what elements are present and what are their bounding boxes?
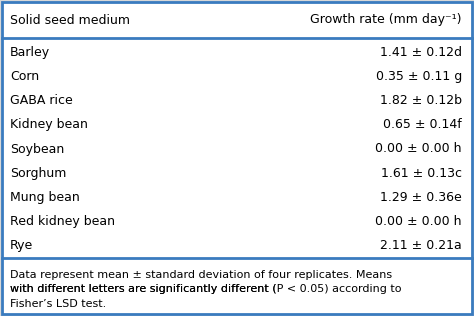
Text: with different letters are significantly different (: with different letters are significantly… bbox=[10, 284, 277, 295]
Text: 1.61 ± 0.13c: 1.61 ± 0.13c bbox=[381, 167, 462, 180]
Text: with different letters are significantly different (P < 0.05) according to: with different letters are significantly… bbox=[10, 284, 401, 295]
Text: 1.41 ± 0.12d: 1.41 ± 0.12d bbox=[380, 46, 462, 58]
Text: Sorghum: Sorghum bbox=[10, 167, 66, 180]
Text: Solid seed medium: Solid seed medium bbox=[10, 14, 130, 27]
Text: Mung bean: Mung bean bbox=[10, 191, 80, 204]
Text: GABA rice: GABA rice bbox=[10, 94, 73, 107]
Text: 0.35 ± 0.11 g: 0.35 ± 0.11 g bbox=[376, 70, 462, 83]
Text: Soybean: Soybean bbox=[10, 143, 64, 155]
Text: Growth rate (mm day⁻¹): Growth rate (mm day⁻¹) bbox=[310, 14, 462, 27]
Text: Red kidney bean: Red kidney bean bbox=[10, 215, 115, 228]
Text: 0.00 ± 0.00 h: 0.00 ± 0.00 h bbox=[375, 143, 462, 155]
Text: 0.00 ± 0.00 h: 0.00 ± 0.00 h bbox=[375, 215, 462, 228]
Text: Rye: Rye bbox=[10, 240, 33, 252]
Text: Data represent mean ± standard deviation of four replicates. Means: Data represent mean ± standard deviation… bbox=[10, 270, 392, 280]
Text: Fisher’s LSD test.: Fisher’s LSD test. bbox=[10, 299, 106, 309]
Text: 0.65 ± 0.14f: 0.65 ± 0.14f bbox=[383, 118, 462, 131]
Text: 2.11 ± 0.21a: 2.11 ± 0.21a bbox=[380, 240, 462, 252]
Text: Barley: Barley bbox=[10, 46, 50, 58]
Text: 1.29 ± 0.36e: 1.29 ± 0.36e bbox=[380, 191, 462, 204]
Text: Kidney bean: Kidney bean bbox=[10, 118, 88, 131]
Text: 1.82 ± 0.12b: 1.82 ± 0.12b bbox=[380, 94, 462, 107]
Text: Corn: Corn bbox=[10, 70, 39, 83]
